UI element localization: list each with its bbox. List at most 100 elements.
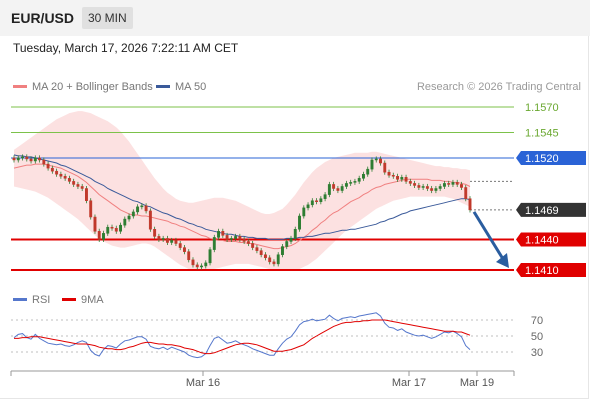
candle	[255, 245, 259, 254]
candle	[268, 255, 272, 265]
price-levels: 1.1570 1.1545 1.1520 1.1469 1.1440 1.1410	[11, 102, 586, 277]
level-label-1.1410: 1.1410	[516, 263, 586, 277]
candle	[383, 160, 387, 175]
candle	[148, 208, 152, 232]
candle	[178, 240, 182, 251]
candle	[353, 178, 357, 185]
candle	[80, 183, 84, 192]
ma20-legend-label: MA 20 + Bollinger Bands	[32, 81, 153, 93]
level-label-1.1440: 1.1440	[516, 232, 586, 247]
rsi-series-RSI	[13, 312, 471, 359]
instrument-title: EUR/USD	[11, 10, 75, 26]
rsi-series-9MA	[14, 319, 471, 355]
bollinger-bands	[14, 111, 470, 271]
candle	[127, 213, 131, 222]
candle	[42, 157, 46, 167]
candle	[106, 224, 110, 236]
rsi-tick-70: 70	[531, 315, 543, 327]
candle	[161, 235, 165, 242]
candle	[315, 198, 319, 205]
candle	[187, 249, 191, 263]
candle	[281, 244, 284, 258]
ma20-line	[13, 163, 471, 250]
candle	[336, 185, 340, 194]
chart-header: EUR/USD 30 MIN	[0, 0, 590, 36]
candle	[46, 161, 50, 171]
candle	[72, 178, 76, 187]
candle	[76, 181, 80, 190]
candle	[67, 175, 71, 184]
ma50-line	[13, 154, 471, 240]
candle	[340, 183, 344, 194]
candle	[276, 252, 280, 267]
candle	[349, 179, 353, 186]
candle	[289, 235, 293, 245]
candle	[114, 225, 118, 234]
candle	[136, 204, 140, 215]
candle	[344, 180, 348, 190]
candle	[119, 222, 122, 234]
candle	[144, 203, 148, 214]
rsi-legend-label: RSI	[32, 294, 50, 306]
ma9-legend-swatch	[62, 298, 76, 301]
candle	[102, 230, 105, 242]
candle	[306, 202, 310, 211]
candle	[391, 172, 395, 179]
candle	[434, 185, 438, 194]
candle	[430, 185, 434, 194]
candle	[131, 209, 135, 219]
candle	[310, 198, 314, 208]
projection-arrow-head	[496, 253, 509, 268]
candle	[204, 260, 208, 269]
candle	[413, 180, 417, 188]
candle	[400, 174, 404, 182]
time-axis: Mar 16 Mar 17 Mar 19	[10, 370, 515, 389]
bollinger-band-area	[14, 111, 470, 271]
candle	[327, 181, 331, 198]
timeframe-badge[interactable]: 30 MIN	[82, 7, 133, 29]
level-label-1.1545: 1.1545	[525, 127, 559, 139]
candle	[259, 248, 263, 258]
candle	[246, 238, 250, 247]
candle	[25, 154, 29, 162]
candle	[110, 224, 114, 231]
ma9-legend-label: 9MA	[81, 294, 104, 306]
candle	[447, 180, 451, 187]
candle	[272, 259, 276, 267]
candle	[225, 232, 229, 242]
rsi-panel: 70 50 30	[11, 312, 543, 359]
time-tick-label: Mar 19	[460, 377, 494, 389]
ma20-legend-swatch	[13, 85, 27, 88]
candle	[285, 238, 289, 250]
candle	[84, 185, 88, 204]
candle	[379, 156, 382, 166]
candle	[212, 234, 216, 253]
candle	[442, 180, 446, 190]
candle	[425, 183, 429, 192]
candle	[263, 252, 267, 261]
rsi-tick-30: 30	[531, 347, 543, 359]
candle	[242, 236, 246, 245]
candlesticks	[12, 154, 472, 270]
candle	[195, 262, 199, 270]
candle	[33, 155, 37, 164]
candle	[29, 156, 33, 164]
level-value: 1.1440	[525, 234, 559, 246]
candle	[332, 181, 336, 192]
rsi-legend-swatch	[13, 298, 27, 301]
candle	[174, 237, 178, 247]
candle	[217, 228, 221, 240]
ma50-legend-swatch	[156, 85, 170, 88]
candle	[298, 213, 301, 232]
level-value: 1.1410	[525, 265, 559, 277]
candle	[55, 168, 59, 177]
candle	[183, 245, 186, 255]
candle	[89, 198, 93, 220]
candle	[302, 205, 306, 219]
candle	[438, 183, 442, 192]
level-label-1.1570: 1.1570	[525, 102, 559, 114]
candle	[234, 233, 238, 241]
candle	[63, 173, 67, 181]
candle	[374, 156, 378, 163]
moving-averages	[13, 154, 471, 250]
